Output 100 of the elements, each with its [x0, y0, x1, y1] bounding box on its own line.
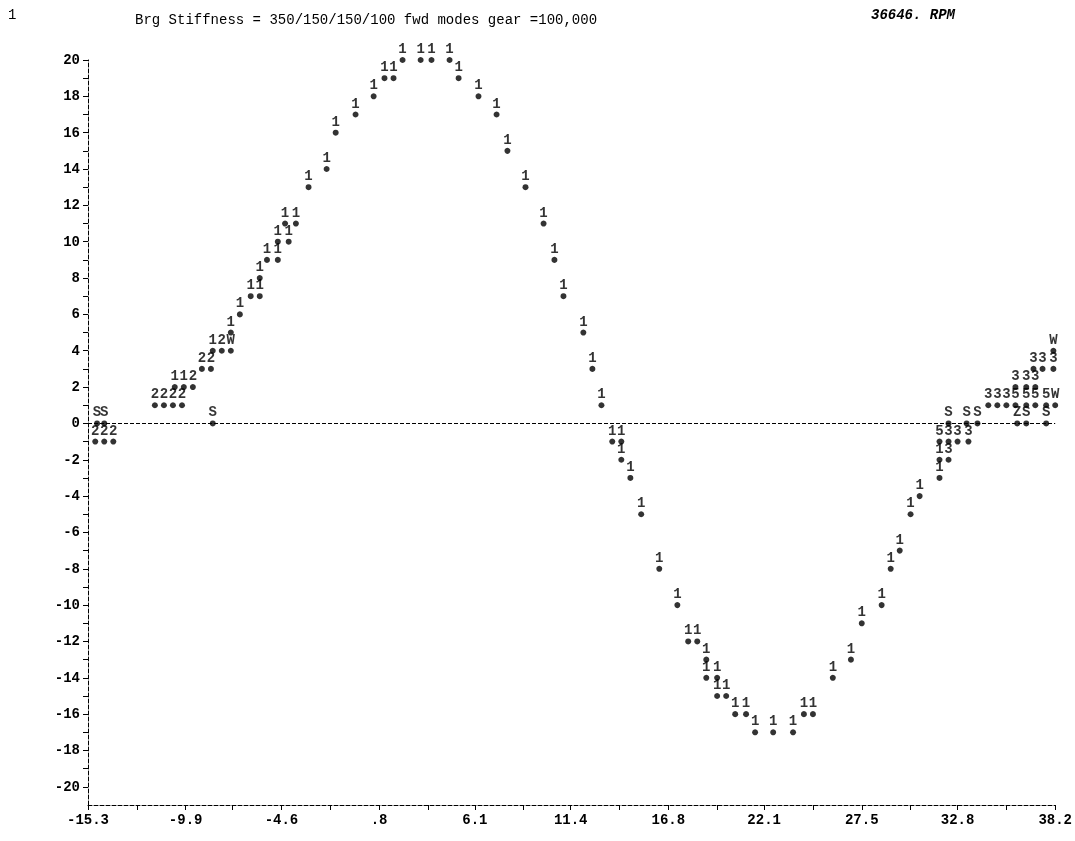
text: 2	[168, 386, 178, 403]
text: 5	[1011, 386, 1020, 403]
text: 3	[953, 422, 962, 439]
text: 1	[351, 95, 360, 112]
series-label: 5	[935, 422, 944, 439]
text: 1	[380, 59, 389, 76]
text: 2	[150, 386, 160, 403]
text: S	[1041, 404, 1051, 421]
text: 1	[712, 658, 722, 675]
text: 3	[1049, 349, 1058, 366]
point	[965, 438, 972, 445]
text: 1	[331, 113, 340, 130]
text: 2	[91, 422, 100, 439]
text: 2	[100, 422, 109, 439]
text: 1	[539, 204, 548, 221]
text: 1	[280, 204, 290, 221]
point	[227, 347, 234, 354]
text: 2	[197, 349, 207, 366]
text: 1	[637, 495, 646, 512]
text: 1	[179, 368, 189, 385]
x-tick-label: .8	[370, 812, 388, 828]
text: S	[962, 404, 971, 421]
annotation: 1	[170, 368, 179, 385]
point	[985, 402, 992, 409]
y-tick-label: 2	[71, 379, 80, 396]
text: S	[973, 404, 982, 421]
series-label: W	[226, 331, 236, 348]
text: 1	[808, 695, 818, 712]
text: 1	[588, 349, 597, 366]
y-tick-label: 0	[71, 415, 80, 432]
y-tick-label: 4	[71, 342, 80, 359]
y-tick-label: -16	[54, 706, 80, 723]
point	[189, 384, 196, 391]
text: 1	[445, 41, 454, 57]
text: 1	[521, 168, 530, 185]
text: 1	[608, 422, 617, 439]
text: 1	[398, 41, 407, 57]
text: S	[944, 404, 953, 421]
point	[198, 365, 205, 372]
text: 3	[993, 386, 1002, 403]
text: 1	[304, 168, 313, 185]
point	[218, 347, 225, 354]
text: 1	[750, 713, 760, 730]
text: 1	[284, 222, 293, 239]
text: 1	[255, 277, 264, 294]
text: 2	[206, 349, 216, 366]
text: 1	[579, 313, 588, 330]
x-tick-label: -4.6	[264, 812, 299, 828]
text: 1	[915, 477, 924, 494]
text: 1	[427, 41, 436, 57]
text: 2	[177, 386, 187, 403]
series-label: 1	[255, 259, 264, 276]
text: 5	[1022, 386, 1031, 403]
series-label: S	[100, 404, 109, 421]
text: 1	[673, 586, 682, 603]
y-tick-label: 10	[63, 233, 80, 250]
text: 1	[935, 440, 944, 457]
y-tick-label: -18	[54, 742, 80, 759]
point	[994, 402, 1001, 409]
text: 1	[895, 531, 904, 548]
text: 1	[702, 640, 711, 657]
text: 1	[906, 495, 915, 512]
text: 1	[369, 77, 378, 94]
point	[179, 402, 186, 409]
text: 1	[702, 658, 711, 675]
point	[151, 402, 158, 409]
x-tick-label: 38.2	[1038, 812, 1072, 828]
text: 3	[1029, 349, 1038, 366]
text: 3	[1011, 368, 1020, 385]
text: 3	[964, 422, 973, 439]
y-tick-label: 8	[71, 270, 80, 287]
text: 1	[246, 277, 255, 294]
y-tick-label: -12	[54, 633, 80, 650]
x-tick-label: 27.5	[844, 812, 879, 828]
y-tick-label: 14	[63, 161, 80, 178]
text: 1	[226, 313, 236, 330]
point	[92, 438, 99, 445]
text: 5	[1041, 386, 1051, 403]
text: 3	[944, 422, 953, 439]
y-tick-label: -2	[63, 451, 80, 468]
point	[101, 438, 108, 445]
text: 1	[741, 695, 751, 712]
text: 1	[828, 658, 838, 675]
text: 2	[159, 386, 169, 403]
chart-title: Brg Stiffness = 350/150/150/100 fwd modes gear =100,000	[135, 12, 598, 28]
text: S	[92, 404, 102, 421]
text: 3	[1002, 386, 1011, 403]
text: 3	[984, 386, 993, 403]
text: 3	[1022, 368, 1031, 385]
point	[1052, 402, 1059, 409]
x-tick-label: 11.4	[553, 812, 588, 828]
text: 1	[721, 676, 731, 693]
text: 1	[235, 295, 245, 312]
text: 2	[217, 331, 226, 348]
y-tick-label: -14	[54, 669, 80, 686]
text: 5	[1031, 386, 1040, 403]
text: 1	[503, 131, 512, 148]
text: 3	[1038, 349, 1047, 366]
text: 1	[559, 277, 568, 294]
text: 1	[877, 586, 886, 603]
